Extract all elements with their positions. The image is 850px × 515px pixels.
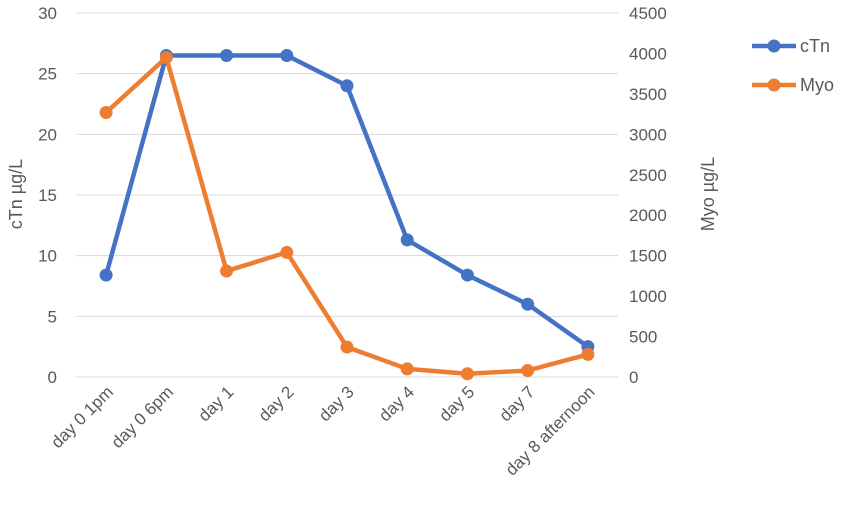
left-tick-label: 25	[38, 65, 57, 84]
left-tick-label: 20	[38, 125, 57, 144]
data-point-myo	[220, 264, 234, 278]
x-tick-label: day 4	[375, 382, 418, 425]
x-tick-label: day 0 1pm	[47, 382, 117, 452]
right-axis-ticks: 0 500 1000 1500 2000 2500 3000 3500 4000 4500	[629, 4, 667, 387]
right-axis-title: Myo µg/L	[698, 157, 718, 231]
left-tick-label: 10	[38, 247, 57, 266]
data-point-myo	[280, 245, 294, 259]
legend-marker-myo	[767, 78, 781, 92]
left-tick-label: 5	[48, 307, 57, 326]
legend-label-ctn: cTn	[800, 36, 830, 56]
data-point-ctn	[99, 268, 113, 282]
right-tick-label: 3500	[629, 85, 667, 104]
data-point-myo	[581, 347, 595, 361]
data-point-myo	[99, 105, 113, 119]
right-tick-label: 500	[629, 328, 657, 347]
series-line-myo	[103, 55, 591, 377]
x-tick-label: day 5	[435, 382, 478, 425]
data-point-ctn	[400, 233, 414, 247]
data-point-myo	[340, 340, 354, 354]
left-tick-label: 30	[38, 4, 57, 23]
data-point-myo	[460, 367, 474, 381]
right-tick-label: 3000	[629, 125, 667, 144]
legend-marker-ctn	[767, 39, 781, 53]
data-point-myo	[159, 50, 173, 64]
legend: cTn Myo	[752, 36, 834, 95]
right-tick-label: 0	[629, 368, 638, 387]
x-tick-label: day 3	[315, 382, 358, 425]
right-tick-label: 2500	[629, 166, 667, 185]
right-tick-label: 4000	[629, 44, 667, 63]
gridlines	[76, 12, 618, 378]
data-point-ctn	[280, 48, 294, 62]
left-axis-ticks: 0 5 10 15 20 25 30	[38, 4, 57, 387]
left-axis-title: cTn µg/L	[6, 159, 26, 229]
data-point-ctn	[521, 297, 535, 311]
data-point-myo	[400, 362, 414, 376]
right-tick-label: 1500	[629, 247, 667, 266]
data-point-myo	[521, 364, 535, 378]
x-tick-label: day 0 6pm	[108, 382, 178, 452]
right-tick-label: 1000	[629, 287, 667, 306]
data-point-ctn	[460, 268, 474, 282]
data-point-ctn	[340, 79, 354, 93]
series-layer	[99, 48, 595, 381]
left-tick-label: 0	[48, 368, 57, 387]
right-tick-label: 2000	[629, 206, 667, 225]
legend-label-myo: Myo	[800, 75, 834, 95]
x-tick-label: day 2	[255, 382, 298, 425]
x-tick-label: day 7	[496, 382, 539, 425]
x-tick-label: day 1	[195, 382, 238, 425]
left-tick-label: 15	[38, 186, 57, 205]
data-point-ctn	[220, 48, 234, 62]
right-tick-label: 4500	[629, 4, 667, 23]
